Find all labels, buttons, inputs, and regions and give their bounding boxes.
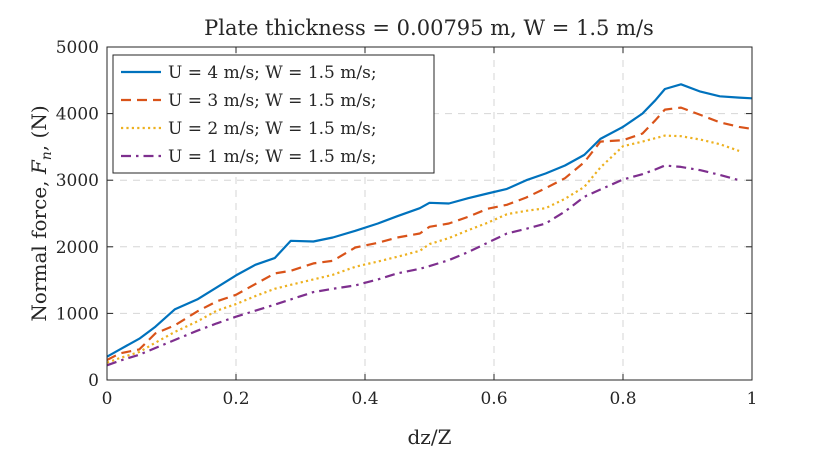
- series-line-3: [106, 134, 740, 364]
- y-tick-label: 4000: [56, 105, 99, 125]
- x-tick-label: 0.4: [351, 389, 378, 409]
- x-axis-label: dz/Z: [408, 425, 452, 449]
- y-tick-label: 0: [88, 371, 99, 391]
- x-tick-label: 0.2: [222, 389, 249, 409]
- x-tick-label: 0.8: [609, 389, 636, 409]
- y-tick-label: 1000: [56, 304, 99, 324]
- series-line-1: [106, 83, 753, 358]
- legend: U = 4 m/s; W = 1.5 m/s; U = 3 m/s; W = 1.…: [112, 54, 435, 174]
- y-tick-label: 2000: [56, 238, 99, 258]
- legend-box: [112, 54, 435, 174]
- legend-label-3: U = 2 m/s; W = 1.5 m/s;: [168, 119, 377, 139]
- x-tick-label: 1: [747, 389, 758, 409]
- axis-ticks: 0 0.2 0.4 0.6 0.8 1 0 1000 2000 3000 4000 5000: [56, 38, 758, 409]
- series-line-4: [106, 164, 740, 367]
- y-axis-label-main: Normal force,: [27, 174, 51, 322]
- legend-label-2: U = 3 m/s; W = 1.5 m/s;: [168, 91, 377, 111]
- y-axis-label-unit: , (N): [27, 105, 51, 151]
- legend-label-1: U = 4 m/s; W = 1.5 m/s;: [168, 63, 377, 83]
- legend-label-4: U = 1 m/s; W = 1.5 m/s;: [168, 147, 377, 167]
- y-axis-label-subscript: n: [39, 151, 55, 160]
- chart-title: Plate thickness = 0.00795 m, W = 1.5 m/s: [204, 16, 654, 40]
- x-tick-label: 0: [102, 389, 113, 409]
- y-axis-label-symbol: F: [27, 159, 51, 175]
- x-tick-label: 0.6: [480, 389, 507, 409]
- plot-area-frame: [106, 46, 753, 381]
- y-axis-label: Normal force, Fn, (N): [27, 105, 55, 321]
- series-line-2: [106, 106, 753, 361]
- series-lines: [106, 83, 753, 367]
- y-tick-label: 3000: [56, 171, 99, 191]
- y-tick-label: 5000: [56, 38, 99, 58]
